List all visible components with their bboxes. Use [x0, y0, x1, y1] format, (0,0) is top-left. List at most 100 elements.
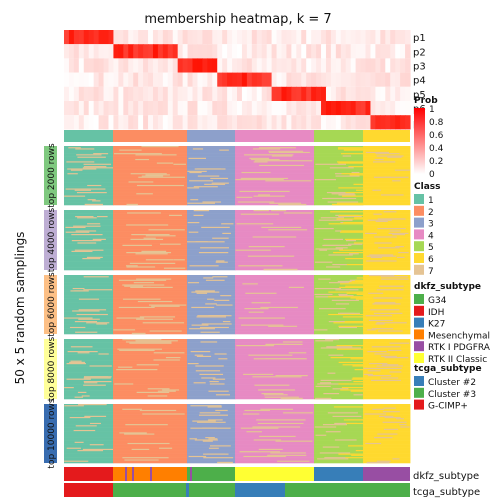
prob-cell: [325, 58, 332, 73]
membership-cell: [363, 404, 411, 406]
membership-cell: [363, 268, 411, 271]
prob-cell: [152, 44, 159, 59]
membership-cell: [283, 412, 313, 414]
membership-cell: [73, 429, 96, 432]
membership-cell: [314, 179, 337, 181]
membership-cell: [252, 148, 281, 150]
membership-cell: [363, 435, 411, 438]
membership-cell: [235, 323, 315, 325]
legend-dkfz-swatch: [414, 305, 424, 316]
membership-cell: [64, 460, 114, 463]
membership-cell: [363, 154, 411, 156]
membership-cell: [334, 422, 357, 425]
prob-cell: [380, 44, 386, 59]
membership-cell: [113, 194, 188, 196]
membership-cell: [235, 346, 315, 348]
prob-cell: [157, 44, 164, 59]
prob-heatmap: [64, 30, 411, 130]
membership-cell: [314, 444, 364, 446]
prob-cell: [207, 115, 213, 130]
membership-cell: [314, 343, 364, 346]
membership-cell: [235, 349, 315, 352]
prob-cell: [93, 86, 100, 101]
membership-heatmap-body: [64, 146, 411, 464]
membership-cell: [64, 146, 114, 148]
prob-cell: [108, 115, 115, 130]
membership-cell: [280, 397, 303, 400]
membership-cell: [363, 339, 411, 341]
membership-cell: [119, 432, 147, 434]
membership-cell: [344, 321, 363, 323]
membership-cell: [363, 148, 411, 150]
prob-cell: [256, 101, 263, 116]
membership-cell: [235, 184, 315, 187]
membership-cell: [113, 390, 188, 393]
membership-cell: [314, 358, 364, 360]
membership-cell: [314, 396, 364, 399]
membership-cell: [260, 306, 298, 309]
membership-cell: [380, 276, 408, 278]
membership-cell: [235, 203, 315, 206]
class-bar-segment: [187, 130, 235, 142]
membership-cell: [363, 212, 411, 214]
membership-cell: [124, 459, 159, 461]
membership-cell: [113, 371, 188, 373]
membership-cell: [64, 304, 114, 306]
membership-cell: [83, 163, 112, 166]
membership-cell: [81, 395, 90, 397]
membership-cell: [314, 394, 364, 396]
membership-cell: [64, 169, 114, 172]
membership-cell: [314, 460, 364, 463]
membership-cell: [314, 166, 364, 168]
membership-cell: [64, 210, 114, 212]
membership-cell: [126, 224, 169, 226]
membership-cell: [113, 460, 188, 463]
membership-cell: [187, 433, 236, 435]
membership-cell: [363, 406, 411, 408]
membership-cell: [187, 268, 236, 271]
prob-cell: [177, 86, 184, 101]
prob-cell: [385, 44, 391, 59]
membership-cell: [363, 243, 411, 246]
membership-cell: [277, 460, 310, 463]
membership-cell: [373, 176, 391, 179]
membership-cell: [363, 304, 411, 306]
membership-cell: [208, 447, 219, 450]
legend-prob-tick: 0.2: [429, 157, 443, 167]
membership-cell: [187, 305, 236, 308]
prob-cell: [157, 58, 164, 73]
membership-cell: [330, 357, 363, 359]
membership-cell: [260, 408, 294, 411]
membership-cell: [92, 200, 101, 202]
membership-cell: [80, 188, 106, 190]
membership-cell: [235, 319, 315, 322]
membership-cell: [314, 236, 364, 238]
prob-cell: [405, 72, 411, 87]
membership-cell: [82, 448, 113, 451]
prob-cell: [118, 101, 124, 116]
prob-cell: [345, 30, 352, 45]
membership-cell: [117, 348, 162, 351]
membership-cell: [136, 193, 153, 195]
membership-cell: [314, 182, 364, 185]
membership-cell: [288, 352, 307, 354]
membership-cell: [326, 346, 353, 348]
prob-cell: [340, 30, 347, 45]
membership-cell: [113, 450, 188, 452]
prob-cell: [330, 58, 337, 73]
membership-cell: [364, 232, 377, 235]
side-label: 50 x 5 random samplings: [13, 232, 27, 385]
membership-cell: [239, 190, 290, 193]
prob-cell: [207, 30, 213, 45]
membership-cell: [77, 242, 97, 244]
membership-cell: [187, 415, 236, 418]
membership-cell: [314, 397, 364, 400]
prob-cell: [306, 86, 312, 101]
membership-cell: [113, 189, 188, 192]
prob-cell: [276, 86, 283, 101]
prob-cell: [251, 72, 258, 87]
membership-cell: [235, 313, 315, 316]
membership-cell: [235, 424, 315, 426]
membership-cell: [113, 329, 188, 331]
prob-cell: [325, 86, 332, 101]
